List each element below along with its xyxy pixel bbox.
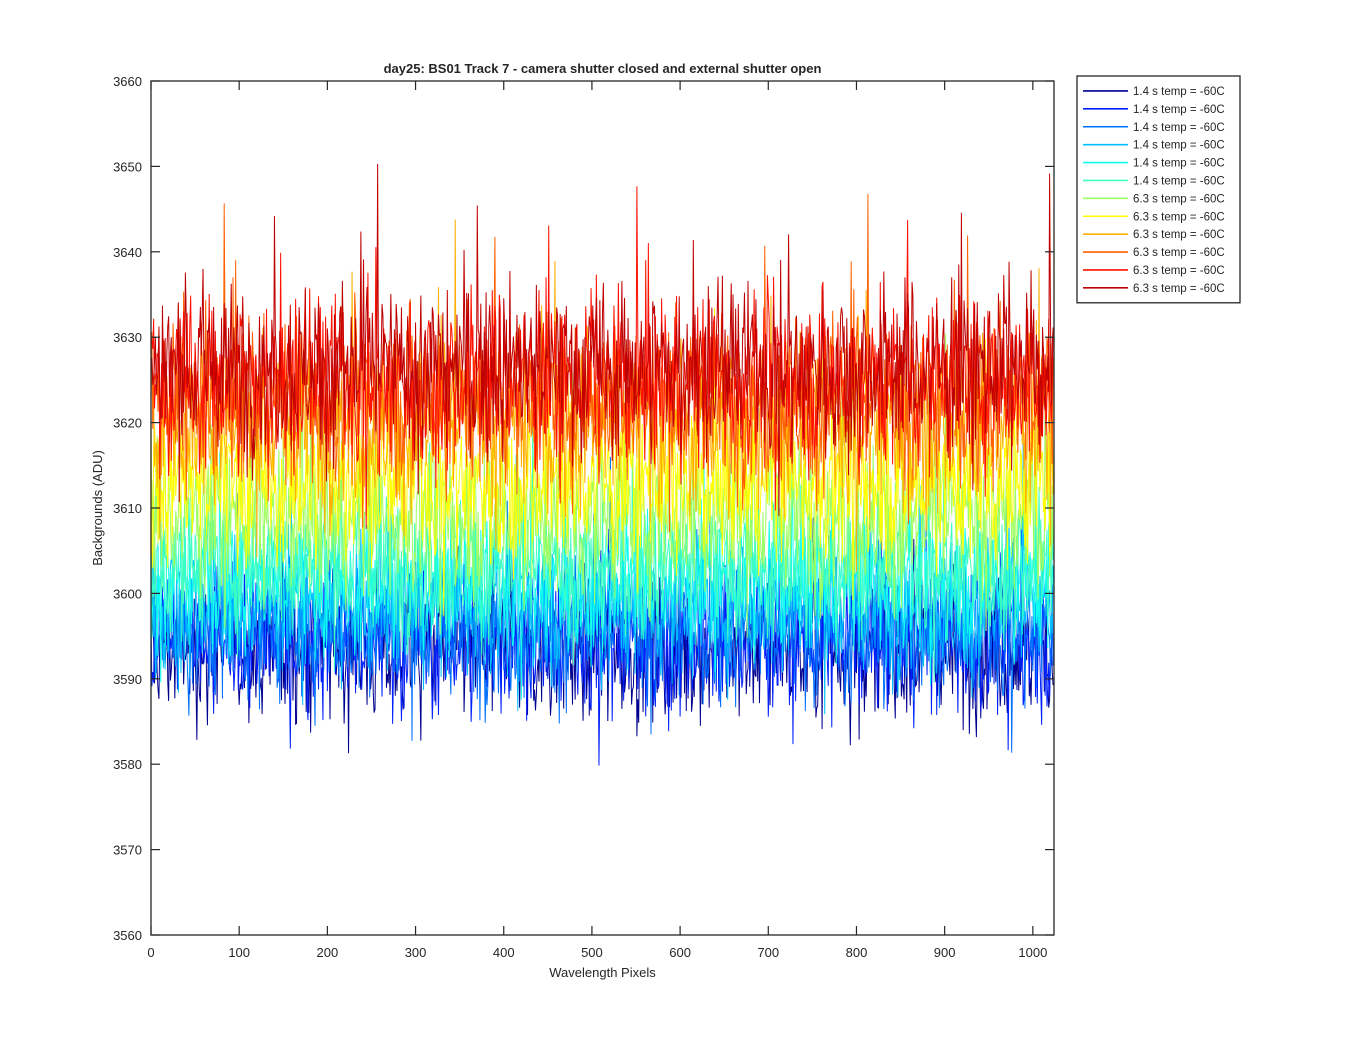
legend-entry-label: 6.3 s temp = -60C — [1133, 265, 1225, 277]
series-layer — [151, 163, 1054, 766]
y-tick-label: 3660 — [113, 74, 142, 89]
series-line-12 — [151, 163, 1054, 517]
y-tick-label: 3630 — [113, 330, 142, 345]
legend-entry-label: 1.4 s temp = -60C — [1133, 175, 1225, 187]
chart-title: day25: BS01 Track 7 - camera shutter clo… — [384, 61, 822, 76]
ticks-layer: 0 100 200 300 400 500 600 700 800 900 1000 3560 3570… — [113, 74, 1054, 960]
y-tick-label: 3600 — [113, 586, 142, 601]
y-tick-label: 3610 — [113, 501, 142, 516]
legend-entry-label: 6.3 s temp = -60C — [1133, 193, 1225, 205]
x-tick-label: 1000 — [1018, 945, 1047, 960]
legend-entry-label: 1.4 s temp = -60C — [1133, 86, 1225, 98]
x-tick-label: 200 — [317, 945, 339, 960]
y-tick-label: 3640 — [113, 245, 142, 260]
y-tick-label: 3590 — [113, 672, 142, 687]
x-tick-label: 800 — [846, 945, 868, 960]
legend-entry-label: 6.3 s temp = -60C — [1133, 283, 1225, 295]
y-tick-label: 3650 — [113, 159, 142, 174]
legend-entry-label: 6.3 s temp = -60C — [1133, 211, 1225, 223]
legend-entry-label: 6.3 s temp = -60C — [1133, 229, 1225, 241]
legend-entry-label: 1.4 s temp = -60C — [1133, 140, 1225, 152]
x-tick-label: 900 — [934, 945, 956, 960]
x-tick-label: 400 — [493, 945, 515, 960]
x-tick-label: 500 — [581, 945, 603, 960]
y-tick-label: 3620 — [113, 416, 142, 431]
legend-entry-label: 1.4 s temp = -60C — [1133, 158, 1225, 170]
x-tick-label: 100 — [228, 945, 250, 960]
legend-entry-label: 1.4 s temp = -60C — [1133, 122, 1225, 134]
x-tick-label: 300 — [405, 945, 427, 960]
x-tick-label: 600 — [669, 945, 691, 960]
legend-entry-label: 1.4 s temp = -60C — [1133, 104, 1225, 116]
x-tick-label: 700 — [757, 945, 779, 960]
legend-entry-label: 6.3 s temp = -60C — [1133, 247, 1225, 259]
y-tick-label: 3580 — [113, 757, 142, 772]
y-axis-label: Backgrounds (ADU) — [90, 450, 105, 566]
legend-box — [1076, 75, 1241, 304]
series-line-7 — [151, 333, 1054, 638]
x-axis-label: Wavelength Pixels — [549, 965, 656, 980]
x-tick-label: 0 — [147, 945, 154, 960]
legend: 1.4 s temp = -60C 1.4 s temp = -60C 1.4 s … — [1076, 75, 1241, 304]
y-tick-label: 3560 — [113, 928, 142, 943]
y-tick-label: 3570 — [113, 843, 142, 858]
